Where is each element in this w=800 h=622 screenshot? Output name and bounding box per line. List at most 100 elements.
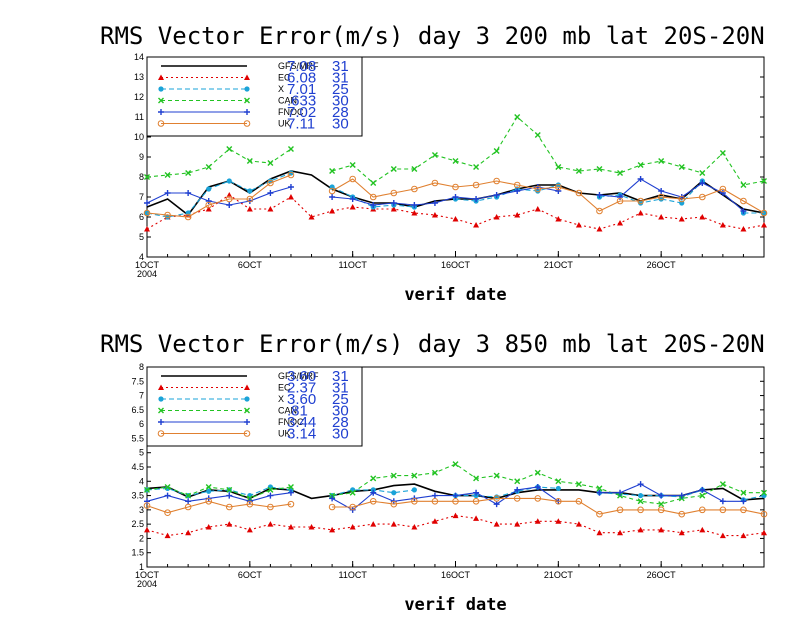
data-point <box>287 171 295 179</box>
legend-marker <box>244 74 250 80</box>
data-point <box>678 492 685 499</box>
legend-marker <box>158 396 164 402</box>
data-point <box>473 475 480 482</box>
data-point <box>761 529 767 536</box>
data-point <box>493 192 500 198</box>
y-tick-label: 13 <box>134 72 144 82</box>
data-point <box>431 179 439 187</box>
data-point <box>411 166 418 172</box>
y-tick-label: 5.5 <box>131 433 144 443</box>
data-point <box>719 185 727 193</box>
legend-stat-value: 3.60 <box>287 368 316 385</box>
x-tick-year: 2004 <box>137 269 157 279</box>
legend-stat-value: 3.14 <box>287 426 316 443</box>
data-point <box>205 497 212 505</box>
legend-stat-value: 3.44 <box>287 414 316 431</box>
data-point <box>225 195 233 203</box>
legend-stat-count: 30 <box>332 426 349 443</box>
data-point <box>452 183 459 191</box>
legend-marker <box>158 419 164 425</box>
y-tick-label: 6 <box>139 419 144 429</box>
series-line <box>331 116 765 186</box>
data-point <box>555 485 561 492</box>
y-tick-label: 2.5 <box>131 519 144 529</box>
data-point <box>596 510 603 518</box>
data-point <box>719 532 726 539</box>
data-point <box>328 503 336 511</box>
data-point <box>493 148 500 154</box>
data-point <box>225 503 233 511</box>
data-point <box>534 132 541 138</box>
data-point <box>267 160 274 166</box>
legend-name: X <box>278 84 284 94</box>
x-tick-label: 21OCT <box>544 260 574 270</box>
data-point <box>699 170 706 176</box>
data-point <box>411 210 418 216</box>
data-point <box>513 181 521 189</box>
data-point <box>575 222 582 228</box>
data-point <box>658 158 665 164</box>
data-point <box>657 506 665 514</box>
y-tick-label: 7.5 <box>131 376 144 386</box>
data-point <box>514 486 521 493</box>
data-point <box>678 529 685 536</box>
data-point <box>288 170 294 176</box>
data-point <box>369 193 377 201</box>
data-point <box>329 526 336 533</box>
legend-stat-value: 7.02 <box>287 104 316 121</box>
data-point <box>205 484 212 490</box>
data-point <box>267 521 274 527</box>
legend-stat-count: 31 <box>332 368 349 385</box>
legend-name: UK <box>278 429 291 439</box>
legend-stat-count: 31 <box>332 70 349 87</box>
legend-stat-count: 30 <box>332 116 349 133</box>
data-point <box>144 226 150 232</box>
legend-stat-count: 31 <box>332 380 349 397</box>
data-point <box>452 461 459 468</box>
data-point <box>287 484 294 490</box>
legend-marker <box>244 419 250 425</box>
y-tick-label: 4.5 <box>131 462 144 472</box>
data-point <box>205 198 212 204</box>
data-point <box>555 216 562 222</box>
data-point <box>184 213 192 221</box>
data-point <box>638 200 644 206</box>
data-point <box>596 489 603 496</box>
legend-marker <box>243 430 251 437</box>
series-fnoc <box>144 481 747 513</box>
data-point <box>555 497 562 505</box>
data-point <box>617 170 624 176</box>
data-point <box>760 209 768 217</box>
data-point <box>308 524 315 530</box>
data-point <box>226 486 233 493</box>
series-line <box>599 178 744 212</box>
data-point <box>493 177 500 185</box>
data-point <box>185 190 192 196</box>
data-point <box>575 497 583 505</box>
x-tick-label: 6OCT <box>238 260 263 270</box>
data-point <box>575 168 582 174</box>
y-tick-label: 8 <box>139 362 144 372</box>
y-tick-label: 4 <box>139 476 144 486</box>
data-point <box>638 492 644 499</box>
legend-marker <box>244 396 250 402</box>
data-point <box>637 176 644 182</box>
data-point <box>740 197 747 205</box>
legend-stat-count: 30 <box>332 93 349 110</box>
legend-marker <box>157 430 165 437</box>
series-line <box>146 186 292 206</box>
data-point <box>143 209 151 217</box>
chart-title: RMS Vector Error(m/s) day 3 850 mb lat 2… <box>100 330 765 358</box>
data-point <box>617 489 624 496</box>
data-point <box>431 212 438 218</box>
data-point <box>431 152 438 158</box>
data-point <box>144 498 150 505</box>
data-point <box>658 214 665 220</box>
series-line <box>146 492 292 502</box>
series-line <box>332 497 765 515</box>
data-point <box>637 506 644 514</box>
data-point <box>431 518 438 524</box>
series-line <box>331 178 765 214</box>
data-point <box>185 492 192 499</box>
